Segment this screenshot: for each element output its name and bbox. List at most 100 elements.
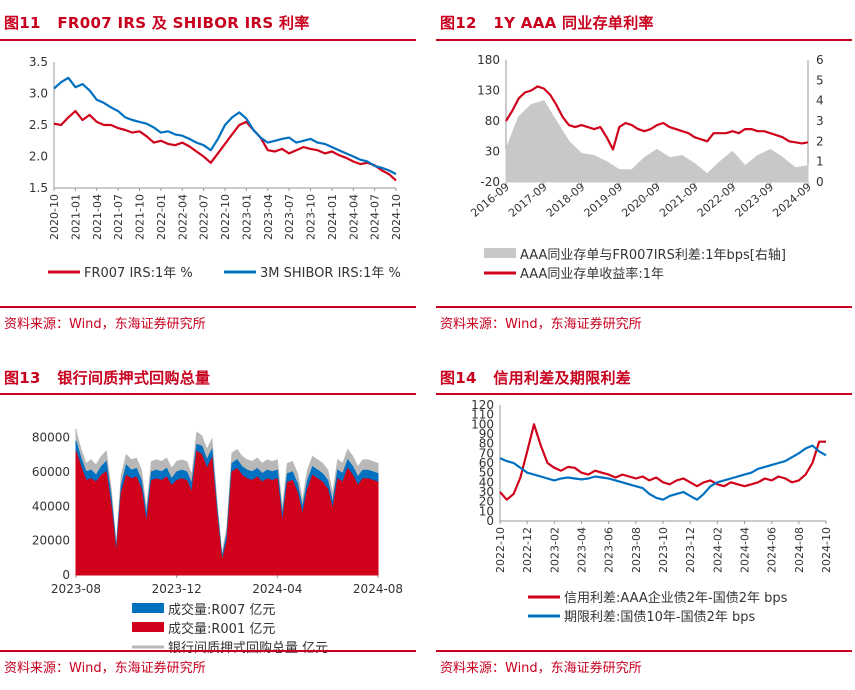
- fig-title: FR007 IRS 及 SHIBOR IRS 利率: [57, 14, 310, 32]
- x-tick-label: 2023-12: [684, 527, 697, 573]
- y-tick-label: 0: [62, 568, 70, 582]
- y-tick-label: 30: [485, 145, 500, 159]
- y2-tick-label: 4: [816, 94, 824, 108]
- y-tick-label: 30: [479, 485, 494, 499]
- x-tick-label: 2024-07: [369, 194, 382, 240]
- y-tick-label: 110: [471, 408, 494, 422]
- chart-fig12: -20308013018001234562016-092017-092018-0…: [468, 53, 824, 282]
- source-rule: [436, 306, 852, 308]
- x-tick-label: 2024-10: [820, 527, 833, 573]
- y-tick-label: 80: [485, 114, 500, 128]
- y-tick-label: 1.5: [29, 181, 48, 195]
- y-tick-label: 100: [471, 417, 494, 431]
- y-tick-label: 2.0: [29, 150, 48, 164]
- legend-label: 成交量:R001 亿元: [168, 621, 275, 637]
- legend-swatch: [132, 622, 164, 632]
- source-text: 资料来源：Wind，东海证券研究所: [440, 317, 642, 332]
- x-tick-label: 2021-07: [112, 194, 125, 240]
- series-line: [499, 444, 827, 501]
- x-tick-label: 2022-07: [198, 194, 211, 240]
- x-tick-label: 2023-12: [152, 582, 202, 596]
- x-tick-label: 2024-04: [347, 194, 360, 240]
- y-tick-label: 0: [486, 514, 494, 528]
- y2-tick-label: 6: [816, 53, 824, 67]
- y2-tick-label: 0: [816, 175, 824, 189]
- fig-title: 信用利差及期限利差: [493, 369, 632, 387]
- legend-label: 信用利差:AAA企业债2年-国债2年 bps: [564, 590, 788, 606]
- source-rule: [0, 650, 416, 652]
- y-tick-label: 90: [479, 427, 494, 441]
- x-tick-label: 2023-06: [603, 527, 616, 573]
- y-tick-label: -20: [480, 175, 500, 189]
- x-tick-label: 2021-09: [657, 180, 701, 220]
- y-tick-label: 50: [479, 466, 494, 480]
- x-tick-label: 2019-09: [582, 180, 626, 220]
- panel-fig12: 图12 1Y AAA 同业存单利率 -20 30 80 130 180 0 1 2 3 4 5 6 20…: [436, 0, 852, 335]
- legend-label: 期限利差:国债10年-国债2年 bps: [564, 610, 756, 625]
- legend-label: AAA同业存单收益率:1年: [520, 266, 664, 282]
- x-tick-label: 2024-04: [252, 582, 302, 596]
- x-tick-label: 2021-10: [134, 194, 147, 240]
- y-tick-label: 20: [479, 495, 494, 509]
- y-tick-label: 120: [471, 398, 494, 412]
- legend-label: FR007 IRS:1年 %: [84, 266, 193, 281]
- x-tick-label: 2023-10: [657, 527, 670, 573]
- x-tick-label: 2023-02: [548, 527, 561, 573]
- chart-fig13: 0 20000 40000 60000 80000 2023-08 2023-12 2024-…: [32, 429, 403, 656]
- x-tick-label: 2024-02: [711, 527, 724, 573]
- x-tick-label: 2023-01: [240, 194, 253, 240]
- x-tick-label: 2022-01: [155, 194, 168, 240]
- y2-tick-label: 1: [816, 155, 824, 169]
- x-tick-label: 2024-01: [326, 194, 339, 240]
- source-rule: [0, 306, 416, 308]
- fig-title: 1Y AAA 同业存单利率: [493, 14, 654, 32]
- y2-tick-label: 5: [816, 73, 824, 87]
- source-text: 资料来源：Wind，东海证券研究所: [4, 317, 206, 332]
- x-tick-label: 2017-09: [506, 180, 550, 220]
- fig-title: 银行间质押式回购总量: [57, 369, 211, 387]
- panel-title-fig12: 图12 1Y AAA 同业存单利率: [440, 12, 654, 33]
- source-text: 资料来源：Wind，东海证券研究所: [4, 661, 206, 676]
- panel-fig13: 图13 银行间质押式回购总量 0 20000 40000 60000 80000 2023…: [0, 355, 416, 690]
- y-tick-label: 80: [479, 437, 494, 451]
- series-line: [53, 76, 397, 176]
- y-tick-label: 20000: [32, 534, 70, 548]
- series-area: [505, 100, 809, 183]
- x-tick-label: 2022-09: [695, 180, 739, 220]
- x-tick-label: 2024-08: [793, 527, 806, 573]
- x-tick-label: 2020-09: [619, 180, 663, 220]
- panel-fig11: 图11 FR007 IRS 及 SHIBOR IRS 利率 1.5 2.0 2.5 3…: [0, 0, 416, 335]
- panel-title-fig11: 图11 FR007 IRS 及 SHIBOR IRS 利率: [4, 12, 310, 33]
- y-tick-label: 130: [477, 84, 500, 98]
- series-line: [505, 85, 809, 151]
- legend-swatch: [132, 603, 164, 613]
- series-area: [75, 450, 379, 576]
- y-tick-label: 2.5: [29, 118, 48, 132]
- legend-label: 3M SHIBOR IRS:1年 %: [260, 266, 401, 281]
- series-line: [499, 423, 826, 501]
- x-tick-label: 2022-10: [219, 194, 232, 240]
- x-tick-label: 2023-08: [51, 582, 101, 596]
- legend-label: 成交量:R007 亿元: [168, 602, 275, 618]
- source-rule: [436, 650, 852, 652]
- legend-swatch: [484, 248, 516, 258]
- fig-number: 图14: [440, 369, 477, 387]
- fig-number: 图12: [440, 14, 477, 32]
- y-tick-label: 40000: [32, 499, 70, 513]
- title-rule: [0, 39, 416, 41]
- y-tick-label: 180: [477, 53, 500, 67]
- panel-title-fig13: 图13 银行间质押式回购总量: [4, 367, 210, 388]
- x-tick-label: 2023-09: [733, 180, 777, 220]
- x-tick-label: 2023-04: [576, 527, 589, 573]
- x-tick-label: 2024-06: [766, 527, 779, 573]
- legend-label: 银行间质押式回购总量 亿元: [168, 640, 328, 656]
- x-tick-label: 2021-04: [91, 194, 104, 240]
- y2-tick-label: 3: [816, 114, 824, 128]
- panel-title-fig14: 图14 信用利差及期限利差: [440, 367, 631, 388]
- x-tick-label: 2024-10: [390, 194, 403, 240]
- x-tick-label: 2020-10: [48, 194, 61, 240]
- y-tick-label: 80000: [32, 431, 70, 445]
- x-tick-label: 2021-01: [69, 194, 82, 240]
- x-tick-label: 2023-10: [305, 194, 318, 240]
